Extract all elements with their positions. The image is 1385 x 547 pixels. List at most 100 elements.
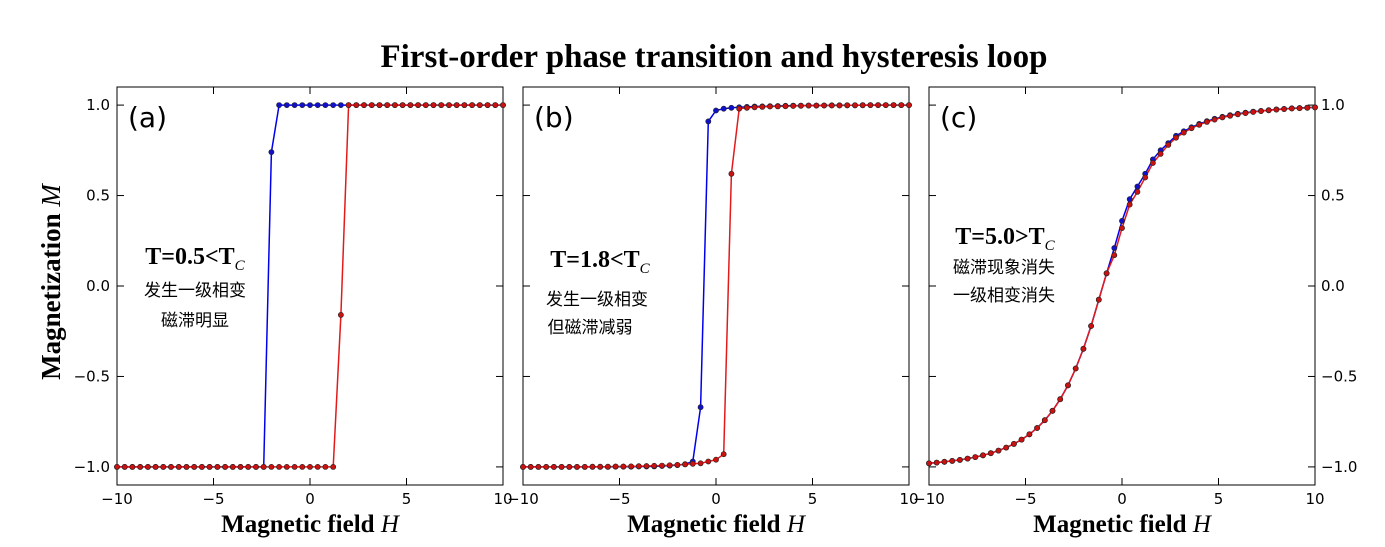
data-point-down [322,463,329,470]
data-point-up [697,404,704,411]
temperature-subscript: C [1045,238,1056,254]
panel-label: (a) [128,101,167,134]
x-tick-label: 10 [1305,490,1324,508]
data-point-down [949,457,956,464]
data-point-down [1219,114,1226,121]
data-point-down [492,102,499,108]
data-point-up [1126,196,1133,203]
data-point-down [137,463,144,470]
data-point-down [697,460,704,467]
data-point-down [461,102,468,108]
x-axis-label: Magnetic field H [1033,511,1213,538]
data-point-down [767,103,773,110]
data-point-down [728,170,735,177]
data-point-down [1173,134,1179,141]
data-point-down [551,463,557,470]
data-point-down [1227,112,1233,119]
data-point-down [368,102,375,108]
data-point-down [168,463,174,470]
data-point-down [376,102,383,108]
data-point-down [1180,129,1187,136]
x-axis-label: Magnetic field H [221,511,401,538]
note-line-2: 一级相变消失 [953,286,1055,306]
data-point-down [898,102,905,108]
temperature-label: T=1.8<TC [550,247,650,277]
figure-title: First-order phase transition and hystere… [380,39,1047,75]
data-point-down [674,461,681,468]
data-point-down [191,463,198,470]
data-point-down [705,458,712,465]
x-tick-label: 10 [899,490,918,508]
y-axis-label-var: M [36,183,66,208]
x-tick-label: 5 [402,490,412,508]
data-point-down [214,463,221,470]
temperature-main: T=1.8<T [550,247,639,273]
data-point-down [836,102,843,109]
y-tick-label: −0.5 [74,367,110,385]
panel-1: −10 −5 0 5 10 Magnetic field H (b) T=1.8<TC 发生一级… [507,86,919,538]
data-point-down [859,102,866,109]
data-point-down [558,463,565,470]
data-point-down [1204,119,1210,125]
y-tick-label: 0.5 [86,187,110,205]
x-tick-label: −5 [1014,490,1036,508]
data-point-down [121,463,128,470]
panel-2: −10 −5 0 5 10 1.0 0.5 0.0 −0.5 −1.0 Magnetic field… [913,86,1357,538]
data-point-up [1134,183,1141,190]
data-point-down [330,463,337,470]
x-axis-label: Magnetic field H [627,511,807,538]
data-point-down [299,463,306,470]
data-point-down [144,463,151,470]
data-point-down [852,102,858,109]
data-point-down [666,462,673,469]
y-tick-label: 1.0 [86,96,110,114]
data-point-down [964,455,971,462]
data-point-down [643,463,650,469]
y-tick-label: 0.5 [1321,187,1345,205]
data-point-down [291,463,298,470]
data-point-down [1134,188,1141,195]
panel-frame [116,86,504,486]
data-point-down [1065,382,1071,389]
data-point-down [828,102,835,109]
data-point-down [744,104,750,111]
data-point-down [720,451,727,458]
data-point-up [330,102,337,108]
panel-0: −10 −5 0 5 10 1.0 0.5 0.0 −0.5 −1.0 Magnetic field… [74,86,513,538]
data-point-down [307,463,313,470]
x-tick-label: 5 [808,490,818,508]
data-point-down [206,463,213,470]
data-point-down [175,463,182,470]
data-point-down [260,463,267,470]
y-tick-label: 1.0 [1321,96,1345,114]
data-point-down [152,463,159,470]
data-point-down [1088,323,1094,329]
data-point-down [237,463,244,470]
data-point-up [705,118,712,125]
data-point-down [1157,150,1164,157]
data-point-down [867,102,874,108]
data-point-down [1126,201,1133,208]
data-point-down [844,102,851,109]
data-point-down [759,104,766,110]
data-point-down [1150,160,1156,166]
data-point-down [875,102,881,108]
data-point-down [1026,431,1033,438]
data-point-down [1273,106,1280,113]
data-point-down [1281,106,1287,112]
x-tick-label: 10 [493,490,512,508]
data-point-down [1242,110,1249,116]
x-tick-label: 0 [305,490,315,508]
data-point-down [229,463,236,470]
temperature-subscript: C [235,258,246,274]
data-point-down [1296,105,1303,112]
data-point-down [782,103,789,110]
data-point-down [906,102,912,108]
x-axis-label-var: H [1192,511,1213,538]
data-point-down [1003,444,1010,451]
data-point-down [1304,104,1311,111]
data-point-down [689,460,696,467]
data-point-down [253,463,259,470]
y-axis-label-text: Magnetization [36,207,66,380]
data-point-down [415,102,421,108]
